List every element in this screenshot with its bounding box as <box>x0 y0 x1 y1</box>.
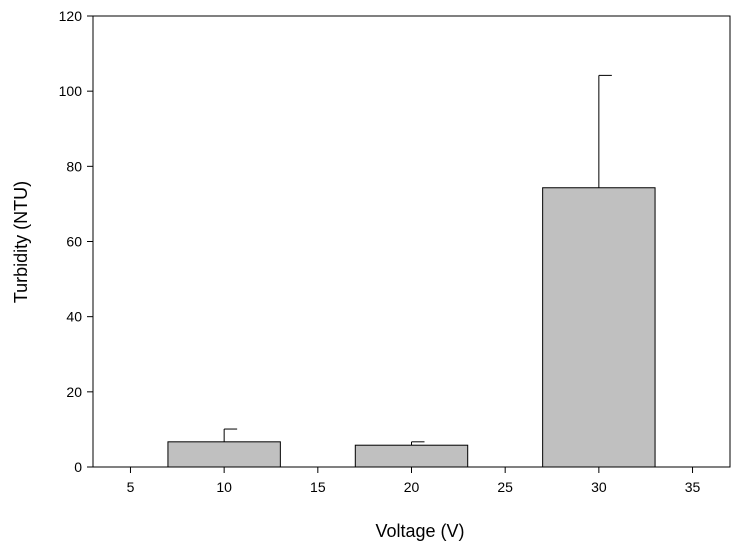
y-tick-label-60: 60 <box>66 234 82 250</box>
y-tick-label-20: 20 <box>66 384 82 400</box>
bar-30v <box>542 187 656 468</box>
bar-10v <box>167 441 281 468</box>
bars-group <box>167 187 656 468</box>
x-tick-label-30: 30 <box>591 479 607 495</box>
x-tick-label-15: 15 <box>310 479 326 495</box>
y-axis-ticks: 0 20 40 60 80 100 120 <box>59 8 93 475</box>
x-tick-label-25: 25 <box>497 479 513 495</box>
x-axis-title: Voltage (V) <box>375 521 464 541</box>
y-axis-title: Turbidity (NTU) <box>11 181 31 303</box>
x-tick-label-20: 20 <box>404 479 420 495</box>
y-tick-label-80: 80 <box>66 158 82 174</box>
x-tick-label-35: 35 <box>685 479 701 495</box>
y-tick-label-40: 40 <box>66 309 82 325</box>
error-bars-group <box>223 74 612 446</box>
y-tick-label-0: 0 <box>74 459 82 475</box>
x-tick-label-5: 5 <box>127 479 135 495</box>
y-tick-label-100: 100 <box>59 83 83 99</box>
x-tick-label-10: 10 <box>216 479 232 495</box>
bar-20v <box>354 444 469 468</box>
y-tick-label-120: 120 <box>59 8 83 24</box>
x-axis-ticks: 5 10 15 20 25 30 35 <box>127 467 701 495</box>
